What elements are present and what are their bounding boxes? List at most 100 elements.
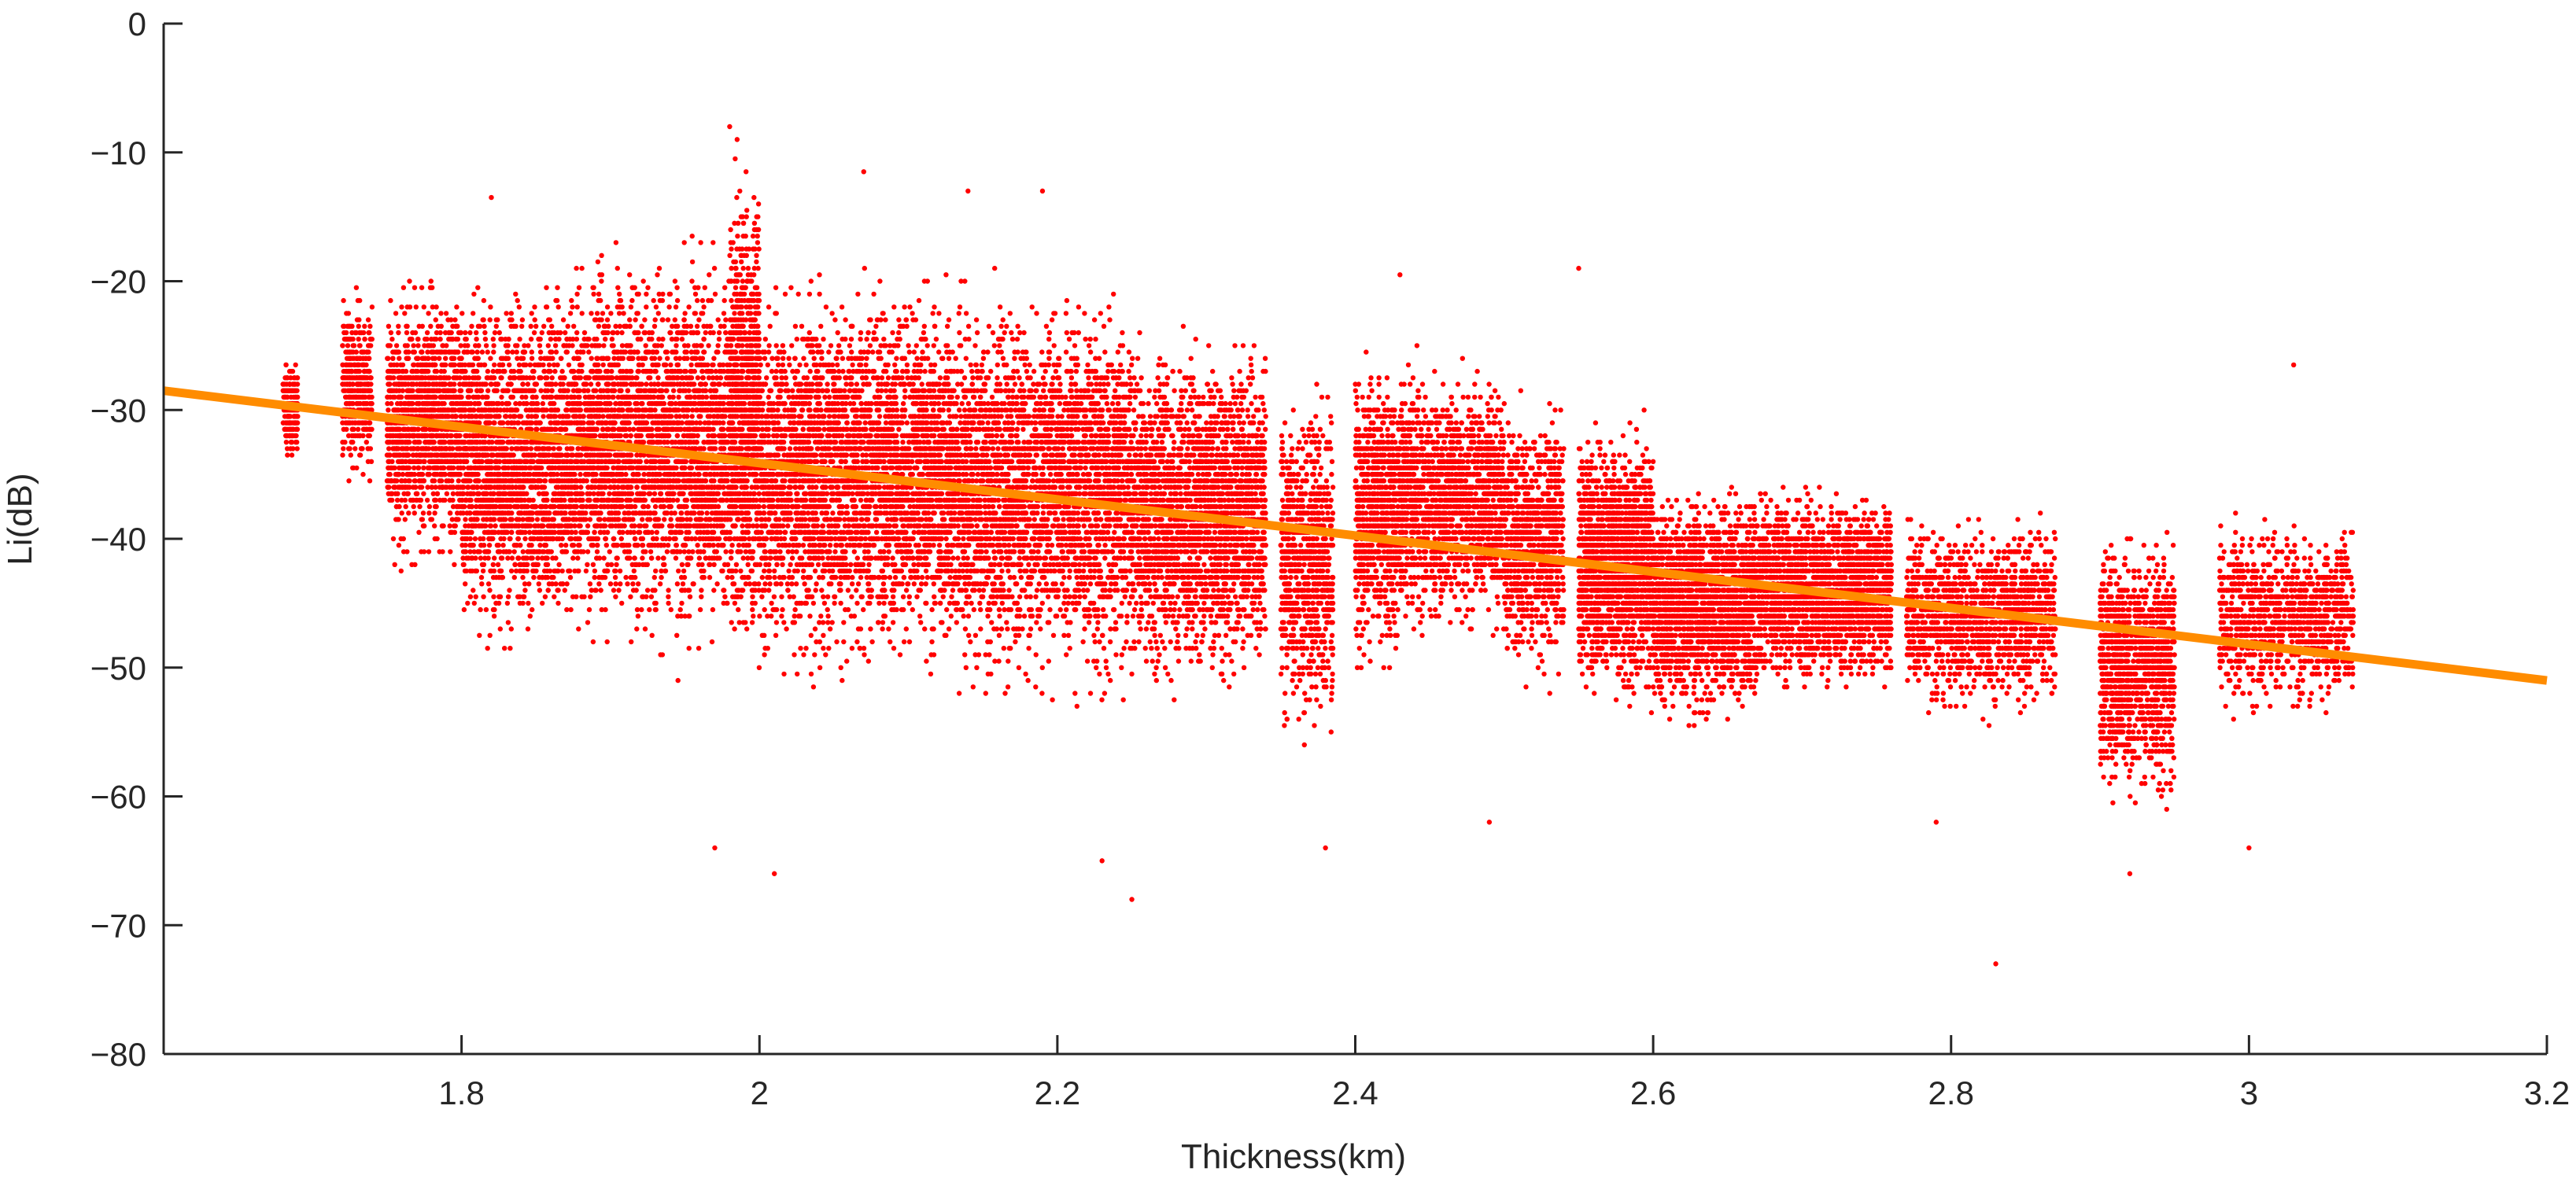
scatter-point [482, 298, 486, 303]
scatter-point [521, 569, 526, 573]
scatter-point [419, 349, 423, 354]
scatter-point [505, 389, 510, 393]
scatter-point [539, 485, 544, 489]
scatter-point [418, 485, 423, 489]
scatter-point [491, 343, 496, 348]
scatter-point [447, 395, 452, 400]
scatter-point [558, 330, 563, 335]
scatter-point [487, 543, 492, 547]
scatter-point [500, 472, 505, 477]
scatter-point [499, 395, 504, 400]
scatter-point [485, 369, 490, 374]
scatter-point [344, 420, 349, 425]
scatter-point [398, 375, 403, 380]
scatter-point [426, 407, 430, 412]
scatter-point [474, 523, 478, 528]
scatter-point [417, 440, 422, 444]
scatter-point [555, 601, 560, 606]
scatter-point [533, 317, 537, 322]
scatter-point [404, 433, 408, 438]
scatter-point [537, 343, 542, 348]
scatter-point [516, 555, 521, 560]
scatter-point [425, 498, 430, 503]
scatter-point [417, 504, 422, 509]
scatter-point [526, 452, 531, 457]
scatter-point [515, 543, 519, 547]
scatter-point [388, 298, 393, 303]
scatter-point [447, 485, 452, 489]
scatter-point [507, 549, 512, 554]
scatter-point [293, 395, 298, 400]
scatter-point [526, 478, 530, 483]
scatter-point [399, 569, 404, 573]
scatter-point [505, 343, 510, 348]
scatter-point [426, 549, 431, 554]
scatter-point [476, 343, 481, 348]
scatter-point [452, 472, 457, 477]
scatter-point [492, 614, 496, 618]
scatter-point [436, 414, 441, 418]
scatter-point [481, 569, 485, 573]
scatter-point [398, 485, 403, 489]
scatter-point [478, 607, 482, 612]
scatter-point [548, 427, 553, 432]
scatter-point [498, 569, 503, 573]
scatter-point [533, 504, 537, 509]
scatter-point [560, 381, 565, 386]
scatter-point [466, 466, 471, 470]
scatter-point [486, 530, 491, 535]
scatter-point [357, 369, 362, 374]
scatter-point [518, 466, 522, 470]
scatter-point [507, 363, 511, 367]
scatter-point [544, 562, 548, 567]
scatter-point [416, 401, 421, 406]
scatter-point [499, 530, 504, 535]
scatter-point [463, 517, 467, 521]
scatter-point [433, 485, 437, 489]
scatter-point [350, 440, 355, 444]
scatter-point [475, 286, 480, 290]
scatter-point [474, 389, 479, 393]
scatter-point [544, 492, 548, 496]
scatter-point [521, 381, 526, 386]
scatter-point [360, 472, 365, 477]
scatter-point [537, 466, 542, 470]
scatter-point [481, 595, 485, 599]
scatter-point [509, 317, 514, 322]
scatter-point [541, 395, 546, 400]
scatter-point [458, 472, 463, 477]
scatter-point [349, 433, 354, 438]
scatter-point [428, 286, 433, 290]
scatter-point [563, 588, 567, 592]
scatter-point [476, 407, 481, 412]
scatter-point [510, 472, 515, 477]
scatter-point [529, 337, 533, 341]
scatter-point [417, 433, 422, 438]
scatter-point [553, 555, 558, 560]
scatter-point [509, 510, 514, 515]
scatter-point [464, 536, 469, 541]
scatter-point [509, 311, 514, 315]
scatter-point [550, 517, 555, 521]
scatter-point [386, 324, 391, 329]
scatter-point [500, 543, 505, 547]
scatter-point [531, 575, 536, 580]
scatter-point [489, 517, 493, 521]
scatter-point [530, 517, 534, 521]
scatter-point [483, 395, 488, 400]
scatter-point [444, 349, 448, 354]
scatter-point [515, 498, 519, 503]
scatter-point [397, 543, 401, 547]
scatter-point [553, 337, 558, 341]
scatter-point [284, 440, 289, 444]
scatter-point [514, 446, 519, 451]
scatter-point [474, 452, 479, 457]
scatter-point [468, 595, 473, 599]
scatter-point [367, 427, 371, 432]
scatter-point [427, 466, 432, 470]
scatter-point [405, 389, 410, 393]
scatter-point [475, 375, 480, 380]
scatter-point [451, 407, 456, 412]
scatter-point [281, 381, 286, 386]
scatter-point [352, 375, 356, 380]
